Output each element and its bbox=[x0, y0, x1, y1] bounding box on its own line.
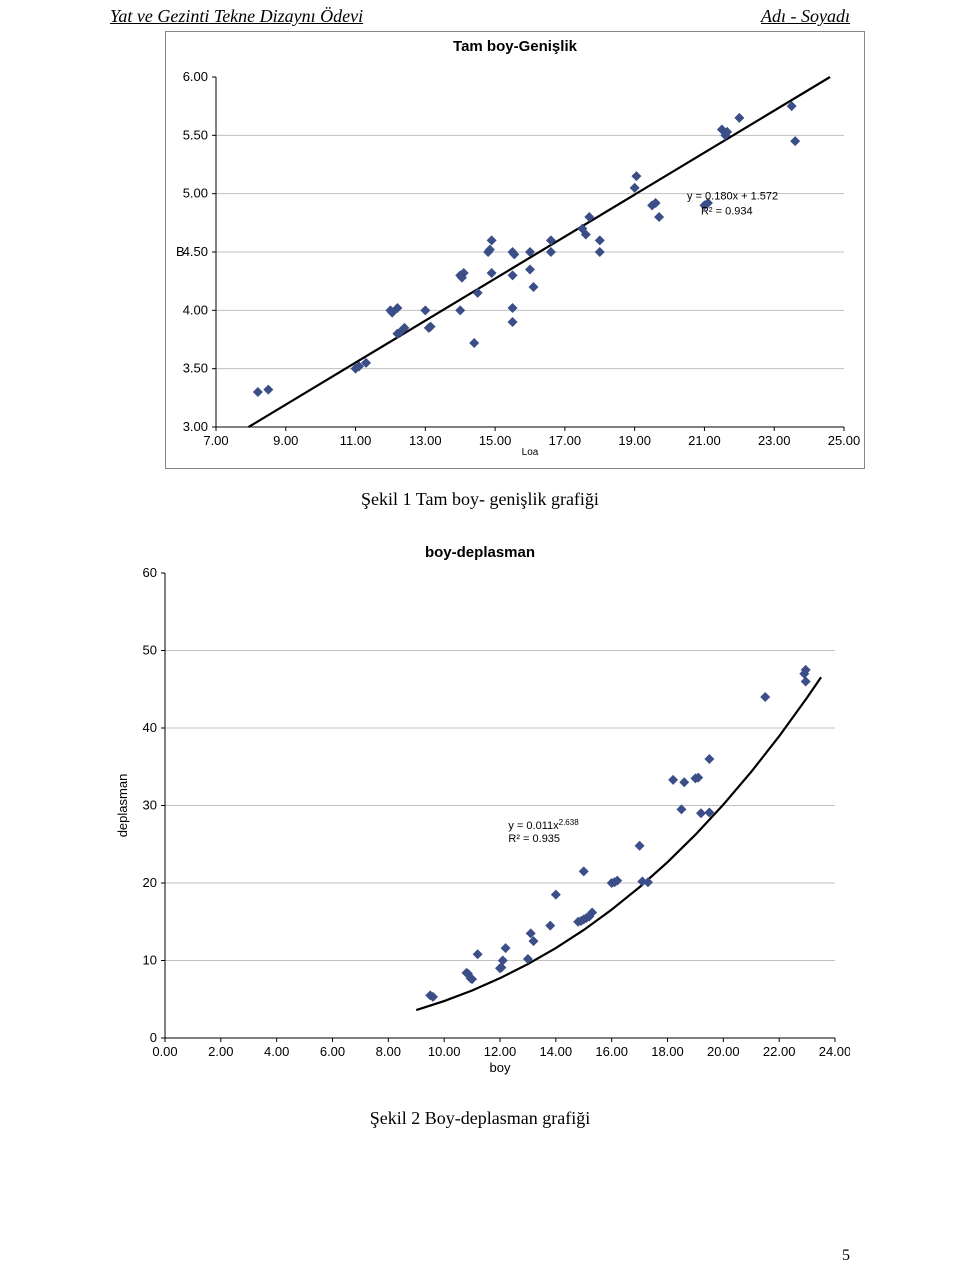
svg-text:R² = 0.935: R² = 0.935 bbox=[508, 833, 560, 845]
svg-text:B: B bbox=[176, 244, 185, 259]
chart1-plot: 3.00 3.50 4.00 4.50 5.00 5.50 6.00 7.00 9.00 11.0… bbox=[166, 57, 864, 457]
svg-text:9.00: 9.00 bbox=[273, 433, 298, 448]
page-number: 5 bbox=[842, 1247, 850, 1265]
svg-text:25.00: 25.00 bbox=[828, 433, 861, 448]
svg-text:17.00: 17.00 bbox=[549, 433, 582, 448]
svg-text:5.50: 5.50 bbox=[183, 127, 208, 142]
svg-text:20: 20 bbox=[143, 875, 157, 890]
svg-text:12.00: 12.00 bbox=[484, 1044, 517, 1059]
svg-text:11.00: 11.00 bbox=[340, 433, 372, 448]
svg-text:30: 30 bbox=[143, 798, 157, 813]
header-left: Yat ve Gezinti Tekne Dizaynı Ödevi bbox=[110, 6, 363, 27]
svg-text:18.00: 18.00 bbox=[651, 1044, 684, 1059]
svg-text:y = 0.011x2.638: y = 0.011x2.638 bbox=[508, 817, 579, 832]
chart2-plot: 0 10 20 30 40 50 60 0.00 2.00 4.00 6.00 8.00 10.00 12… bbox=[110, 563, 850, 1083]
svg-text:8.00: 8.00 bbox=[376, 1044, 401, 1059]
svg-text:2.00: 2.00 bbox=[208, 1044, 233, 1059]
svg-text:0.00: 0.00 bbox=[152, 1044, 177, 1059]
svg-text:y = 0.180x + 1.572: y = 0.180x + 1.572 bbox=[687, 191, 778, 203]
chart1-title: Tam boy-Genişlik bbox=[166, 32, 864, 57]
svg-text:7.00: 7.00 bbox=[203, 433, 228, 448]
svg-text:deplasman: deplasman bbox=[115, 774, 130, 838]
svg-text:24.00: 24.00 bbox=[819, 1044, 850, 1059]
svg-text:5.00: 5.00 bbox=[183, 186, 208, 201]
svg-text:4.50: 4.50 bbox=[183, 244, 208, 259]
svg-text:40: 40 bbox=[143, 720, 157, 735]
svg-text:3.00: 3.00 bbox=[183, 419, 208, 434]
svg-text:21.00: 21.00 bbox=[688, 433, 721, 448]
svg-text:14.00: 14.00 bbox=[540, 1044, 573, 1059]
chart2-caption: Şekil 2 Boy-deplasman grafiği bbox=[110, 1108, 850, 1129]
svg-text:4.00: 4.00 bbox=[183, 302, 208, 317]
chart1-container: Tam boy-Genişlik 3.00 3.50 4.00 4.50 5.00 5.5… bbox=[165, 31, 865, 469]
chart2-title: boy-deplasman bbox=[110, 538, 850, 563]
svg-text:20.00: 20.00 bbox=[707, 1044, 740, 1059]
svg-text:4.00: 4.00 bbox=[264, 1044, 289, 1059]
svg-text:3.50: 3.50 bbox=[183, 361, 208, 376]
chart2-container: boy-deplasman 0 10 20 30 40 50 60 0.00 2.00 4.00 6… bbox=[110, 538, 850, 1088]
header-right: Adı - Soyadı bbox=[761, 6, 850, 27]
svg-text:22.00: 22.00 bbox=[763, 1044, 796, 1059]
svg-text:23.00: 23.00 bbox=[758, 433, 791, 448]
svg-text:50: 50 bbox=[143, 643, 157, 658]
svg-text:6.00: 6.00 bbox=[320, 1044, 345, 1059]
svg-text:60: 60 bbox=[143, 565, 157, 580]
svg-text:19.00: 19.00 bbox=[618, 433, 651, 448]
svg-text:Loa: Loa bbox=[522, 447, 539, 457]
page-header: Yat ve Gezinti Tekne Dizaynı Ödevi Adı -… bbox=[110, 0, 850, 27]
svg-text:6.00: 6.00 bbox=[183, 69, 208, 84]
svg-text:R² = 0.934: R² = 0.934 bbox=[701, 206, 753, 218]
svg-text:13.00: 13.00 bbox=[409, 433, 442, 448]
svg-text:boy: boy bbox=[490, 1060, 511, 1075]
svg-text:10: 10 bbox=[143, 953, 157, 968]
svg-text:15.00: 15.00 bbox=[479, 433, 512, 448]
svg-text:0: 0 bbox=[150, 1030, 157, 1045]
svg-text:10.00: 10.00 bbox=[428, 1044, 461, 1059]
svg-text:16.00: 16.00 bbox=[595, 1044, 628, 1059]
page: Yat ve Gezinti Tekne Dizaynı Ödevi Adı -… bbox=[0, 0, 960, 1275]
chart1-caption: Şekil 1 Tam boy- genişlik grafiği bbox=[110, 489, 850, 510]
